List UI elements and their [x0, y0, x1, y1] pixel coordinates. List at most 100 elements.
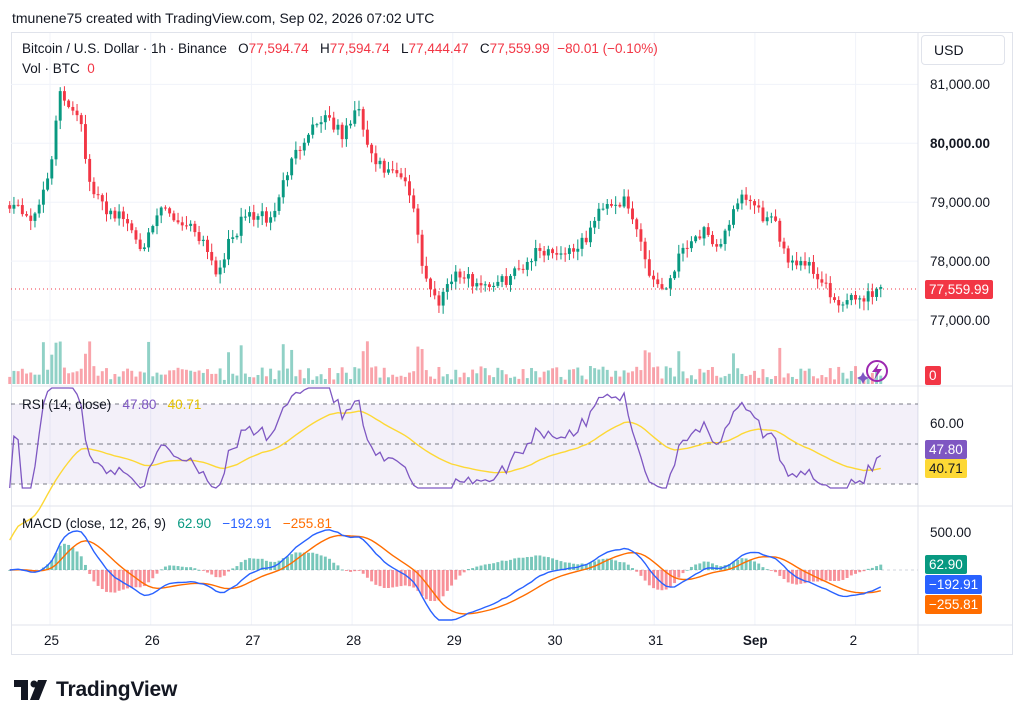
candle-body	[134, 230, 138, 240]
histogram-bar	[828, 570, 832, 581]
time-tick: 30	[547, 633, 563, 648]
volume-bar	[513, 376, 517, 384]
candle-body	[748, 199, 752, 202]
macd-signal-value: −255.81	[282, 516, 333, 531]
candle-body	[142, 247, 146, 250]
candle-body	[159, 207, 163, 216]
candle-body	[816, 273, 820, 280]
volume-bar	[715, 375, 719, 384]
candle-body	[778, 220, 782, 242]
histogram-bar	[176, 566, 180, 570]
candle-body	[298, 149, 302, 151]
candle-body	[420, 234, 424, 266]
volume-bar	[525, 378, 529, 384]
histogram-bar	[113, 570, 117, 593]
volume-bar	[664, 366, 668, 384]
histogram-bar	[386, 570, 390, 589]
histogram-bar	[555, 559, 559, 570]
histogram-bar	[605, 558, 609, 570]
histogram-bar	[816, 570, 820, 582]
candle-body	[732, 209, 735, 225]
candle-body	[483, 284, 487, 286]
volume-bar	[833, 379, 836, 384]
volume-bars	[8, 341, 883, 384]
candle-body	[765, 217, 769, 222]
candle-body	[151, 226, 155, 233]
volume-bar	[538, 377, 542, 384]
volume-bar	[361, 351, 365, 384]
candle-body	[828, 283, 832, 298]
candle-body	[163, 207, 167, 209]
volume-bar	[597, 369, 601, 384]
volume-bar	[584, 379, 588, 384]
candle-body	[395, 170, 399, 174]
price-legend: Bitcoin / U.S. Dollar · 1h · Binance O77…	[22, 41, 658, 56]
candle-body	[618, 204, 622, 207]
volume-bar	[8, 376, 12, 384]
candle-body	[12, 204, 16, 209]
histogram-bar	[727, 564, 731, 570]
histogram-bar	[769, 570, 773, 571]
price-candles	[8, 86, 883, 314]
histogram-bar	[807, 570, 811, 582]
candle-body	[660, 284, 664, 289]
histogram-bar	[126, 570, 129, 589]
volume-bar	[189, 370, 193, 384]
volume-bar	[643, 350, 647, 384]
volume-bar	[248, 376, 252, 384]
histogram-bar	[790, 570, 794, 584]
volume-bar	[765, 377, 769, 384]
symbol-title[interactable]: Bitcoin / U.S. Dollar · 1h · Binance	[22, 41, 227, 56]
histogram-bar	[492, 563, 496, 570]
histogram-bar	[357, 570, 361, 571]
histogram-bar	[109, 570, 113, 593]
bolt-icon[interactable]	[857, 360, 888, 384]
candle-body	[41, 189, 45, 205]
histogram-bar	[256, 558, 260, 570]
histogram-bar	[542, 556, 546, 570]
candle-body	[382, 160, 386, 173]
candle-body	[408, 181, 411, 196]
candle-body	[862, 298, 866, 302]
volume-bar	[408, 372, 411, 384]
histogram-bar	[862, 570, 866, 572]
volume-bar	[155, 372, 159, 384]
candle-body	[542, 250, 546, 256]
currency-button[interactable]: USD	[921, 35, 1005, 65]
histogram-bar	[664, 570, 668, 590]
volume-bar	[542, 371, 546, 384]
candle-body	[622, 196, 626, 207]
histogram-bar	[732, 561, 735, 570]
volume-bar	[260, 367, 264, 384]
volume-bar	[277, 370, 281, 384]
candle-body	[361, 109, 365, 130]
volume-bar	[668, 367, 672, 384]
candle-body	[67, 100, 71, 107]
volume-bar	[395, 376, 399, 384]
histogram-bar	[681, 570, 685, 574]
histogram-bar	[180, 566, 184, 570]
volume-bar	[386, 377, 390, 384]
candle-body	[471, 274, 475, 287]
volume-bar	[357, 368, 361, 384]
candle-body	[597, 208, 601, 221]
volume-bar	[521, 369, 525, 384]
histogram-bar	[227, 570, 230, 572]
histogram-bar	[429, 570, 432, 601]
histogram-bar	[138, 570, 142, 588]
candle-body	[197, 232, 201, 242]
candle-body	[572, 248, 576, 252]
histogram-bar	[483, 564, 487, 570]
volume-bar	[71, 372, 75, 384]
histogram-bar	[748, 559, 752, 570]
candle-body	[786, 248, 790, 263]
volume-bar	[811, 376, 815, 384]
volume-bar	[841, 372, 845, 384]
volume-bar	[105, 368, 108, 384]
volume-bar	[84, 353, 87, 384]
volume-bar	[20, 368, 24, 384]
histogram-bar	[546, 557, 550, 570]
tradingview-brand[interactable]: TradingView	[14, 678, 177, 702]
histogram-bar	[534, 555, 538, 570]
